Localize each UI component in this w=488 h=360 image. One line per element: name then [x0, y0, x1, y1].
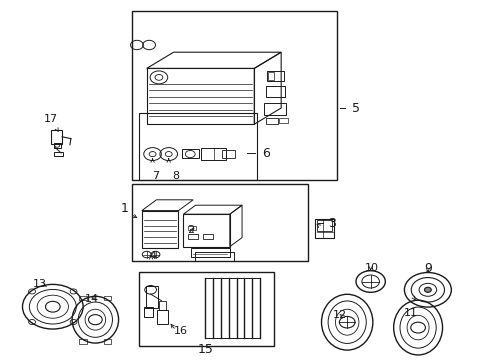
Text: 8: 8 — [172, 171, 179, 181]
Bar — [103, 296, 111, 300]
Bar — [203, 234, 212, 239]
Text: 14: 14 — [85, 294, 99, 304]
Bar — [146, 68, 254, 124]
Bar — [157, 310, 168, 324]
Bar — [132, 184, 307, 261]
Text: 10: 10 — [364, 263, 378, 273]
Bar — [190, 248, 229, 257]
Bar — [103, 339, 111, 344]
Bar — [266, 71, 283, 81]
Bar — [54, 143, 61, 148]
Bar — [278, 118, 287, 123]
Bar — [79, 339, 87, 344]
Bar — [265, 118, 277, 124]
Text: 15: 15 — [197, 343, 213, 356]
Text: 6: 6 — [262, 147, 270, 159]
Text: 5: 5 — [351, 102, 359, 114]
Bar — [188, 234, 198, 239]
Bar — [54, 152, 62, 156]
Bar — [145, 286, 158, 308]
Bar — [265, 86, 285, 97]
Bar — [264, 103, 285, 115]
Bar — [139, 113, 256, 180]
Bar — [316, 220, 331, 231]
Bar — [222, 150, 234, 158]
Text: 12: 12 — [332, 310, 346, 320]
Text: 3: 3 — [327, 217, 335, 230]
Text: 4: 4 — [149, 251, 156, 261]
Text: 17: 17 — [44, 114, 58, 124]
Text: 9: 9 — [423, 262, 431, 275]
Bar — [194, 252, 233, 261]
Bar — [142, 211, 178, 248]
Bar — [183, 214, 229, 247]
Bar — [182, 149, 199, 158]
Bar — [201, 148, 225, 160]
Text: 1: 1 — [121, 202, 128, 215]
Bar — [51, 130, 62, 144]
Bar — [267, 72, 273, 80]
Bar — [159, 301, 166, 310]
Text: 7: 7 — [152, 171, 159, 181]
Circle shape — [424, 287, 430, 292]
Bar — [132, 11, 337, 180]
Bar — [144, 307, 153, 317]
Text: 13: 13 — [33, 279, 47, 289]
Bar — [188, 226, 195, 230]
Bar — [139, 272, 273, 346]
Bar — [79, 296, 87, 300]
Text: 11: 11 — [403, 308, 417, 318]
Text: 2: 2 — [187, 225, 194, 235]
Text: 16: 16 — [174, 326, 187, 336]
Bar — [315, 219, 333, 238]
